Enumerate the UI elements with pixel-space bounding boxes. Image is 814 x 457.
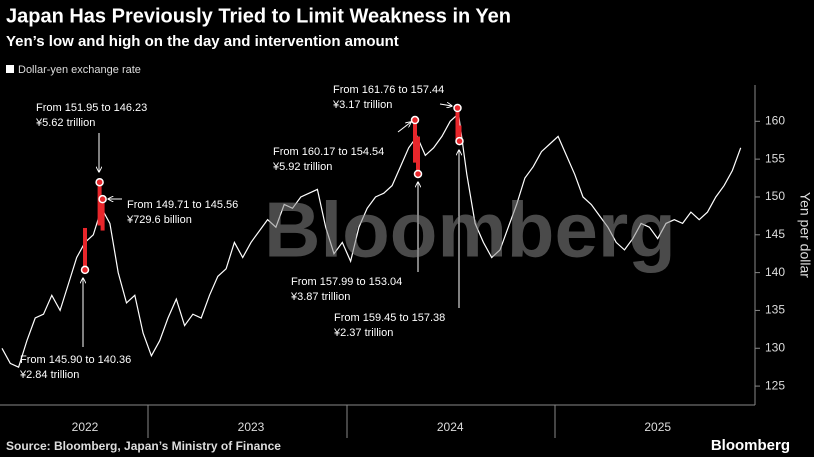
intervention-bar	[413, 120, 417, 163]
annotation-amount: ¥3.87 trillion	[290, 291, 350, 303]
chart-title: Japan Has Previously Tried to Limit Weak…	[6, 5, 511, 27]
annotation-amount: ¥2.84 trillion	[19, 369, 79, 381]
source: Source: Bloomberg, Japan’s Ministry of F…	[6, 439, 281, 453]
annotation-text: From 157.99 to 153.04	[291, 276, 402, 288]
annotation-amount: ¥3.17 trillion	[332, 99, 392, 111]
x-tick-label: 2025	[644, 420, 671, 434]
annotation-text: From 160.17 to 154.54	[273, 146, 384, 158]
intervention-bar	[97, 182, 102, 226]
plot-area: 125 130 135 140 145 150 155 160 2022 2023 2024 2025…	[1, 84, 785, 434]
legend-swatch	[6, 65, 14, 73]
y-tick-label: 130	[765, 340, 785, 354]
intervention-bar	[100, 199, 105, 231]
legend-label: Dollar-yen exchange rate	[18, 64, 141, 76]
intervention-point	[413, 169, 423, 179]
annotation-amount: ¥5.92 trillion	[272, 161, 332, 173]
y-tick-label: 155	[765, 151, 785, 165]
intervention-point	[95, 177, 104, 187]
annotation-arrow	[397, 122, 411, 133]
intervention-point	[80, 265, 90, 275]
y-tick-label: 160	[765, 113, 785, 127]
annotation-text: From 149.71 to 145.56	[127, 199, 238, 211]
intervention-bar	[455, 107, 460, 141]
annotation-text: From 159.45 to 157.38	[334, 312, 445, 324]
annotation-text: From 161.76 to 157.44	[333, 84, 444, 96]
y-tick-label: 150	[765, 189, 785, 203]
watermark: Bloomberg	[264, 186, 676, 274]
annotation-amount: ¥2.37 trillion	[333, 327, 393, 339]
intervention-point	[98, 194, 107, 204]
x-tick-label: 2023	[238, 420, 265, 434]
y-tick-label: 140	[765, 265, 785, 279]
y-axis-label: Yen per dollar	[797, 192, 813, 278]
intervention-bar	[457, 125, 462, 142]
y-tick-label: 135	[765, 303, 785, 317]
intervention-point	[453, 103, 462, 113]
annotation-arrow	[439, 104, 452, 106]
brand: Bloomberg	[711, 437, 790, 454]
intervention-point	[455, 136, 464, 146]
y-tick-label: 145	[765, 227, 785, 241]
x-tick-label: 2024	[437, 420, 464, 434]
intervention-bar	[83, 227, 87, 270]
annotation-text: From 151.95 to 146.23	[36, 102, 147, 114]
annotation-amount: ¥729.6 billion	[126, 214, 192, 226]
chart-subtitle: Yen’s low and high on the day and interv…	[6, 33, 399, 50]
intervention-point	[410, 115, 420, 125]
intervention-bar	[416, 136, 420, 174]
y-tick-label: 125	[765, 378, 785, 392]
x-tick-label: 2022	[72, 420, 99, 434]
annotation-text: From 145.90 to 140.36	[20, 354, 131, 366]
price-line	[1, 112, 742, 369]
annotation-amount: ¥5.62 trillion	[35, 117, 95, 129]
